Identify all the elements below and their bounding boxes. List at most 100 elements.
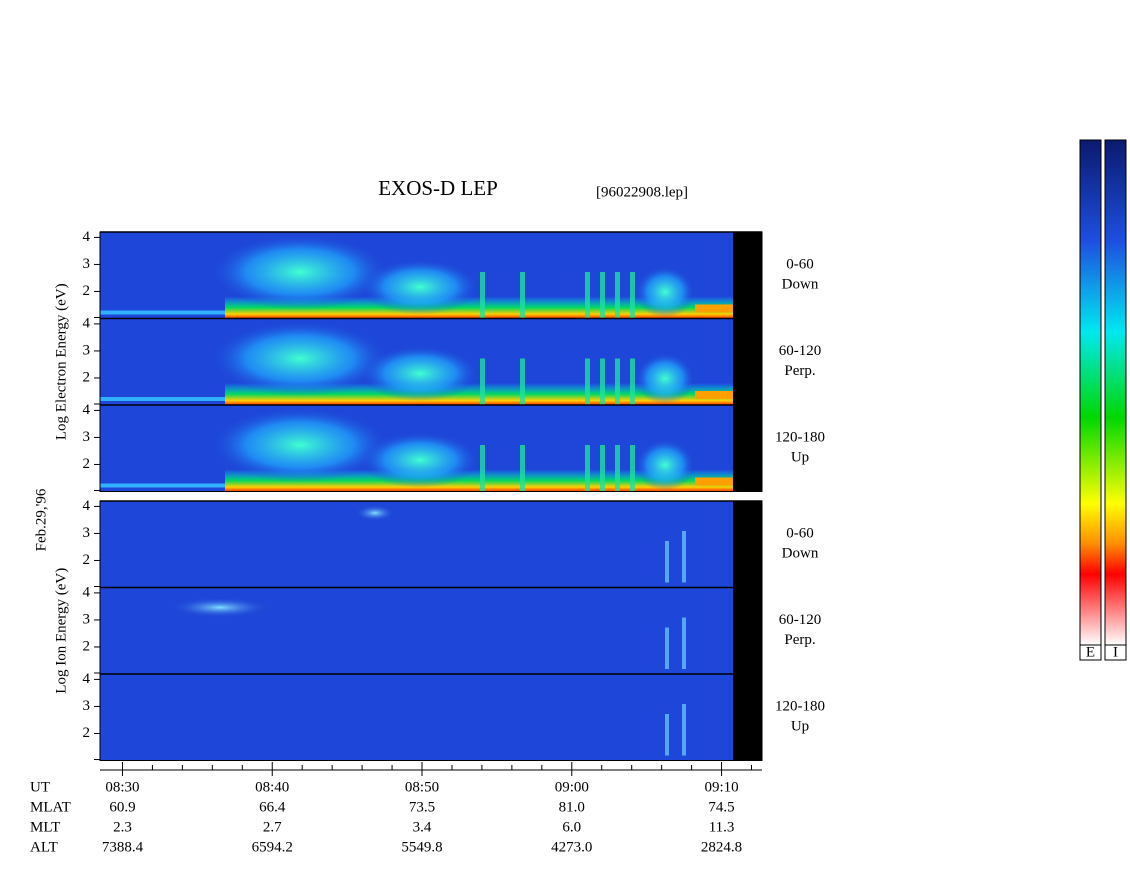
spectrogram-background (100, 674, 733, 761)
burst (600, 445, 605, 492)
channel-angle: 120-180 (775, 429, 825, 445)
channel-angle: 60-120 (779, 612, 822, 628)
orbit-value: 74.5 (708, 799, 734, 815)
burst (520, 445, 525, 492)
orbit-value: 2824.8 (701, 839, 742, 855)
x-tick-label: 08:30 (105, 779, 139, 795)
data-gap (733, 587, 762, 674)
y-tick-label: 4 (83, 671, 91, 687)
y-tick-label: 3 (83, 698, 91, 714)
orbit-value: 7388.4 (102, 839, 144, 855)
low-energy-line (695, 391, 733, 399)
low-energy-line (695, 304, 733, 313)
emission (635, 266, 695, 318)
orbit-row-label: MLT (30, 819, 60, 835)
date-label: Feb.29,'96 (33, 488, 49, 551)
burst (600, 272, 605, 319)
data-gap (733, 405, 762, 492)
burst (682, 617, 686, 669)
y-tick-label: 3 (83, 256, 91, 272)
spectrogram-background (100, 501, 733, 588)
orbit-value: 6594.2 (252, 839, 293, 855)
channel-angle: 120-180 (775, 698, 825, 714)
channel-angle: 0-60 (786, 256, 814, 272)
y-tick-label: 3 (83, 429, 91, 445)
colorbar-label-box (1079, 644, 1102, 661)
orbit-row-label: ALT (30, 839, 58, 855)
data-gap (733, 674, 762, 761)
panel-frame (99, 231, 763, 492)
y-tick-label: 2 (83, 369, 91, 385)
emission (360, 259, 480, 315)
emission (635, 352, 695, 405)
orbit-value: 2.3 (113, 819, 132, 835)
emission (355, 505, 395, 521)
colorbars: E I (1079, 139, 1127, 661)
burst (615, 358, 620, 405)
orbit-value: 4273.0 (551, 839, 592, 855)
orbit-value: 66.4 (259, 799, 286, 815)
channel-direction: Up (791, 718, 809, 734)
data-gap (733, 232, 762, 319)
burst (630, 272, 635, 319)
x-tick-label: 08:40 (255, 779, 289, 795)
y-axis-label: Log Electron Energy (eV) (53, 283, 69, 440)
y-tick-label: 2 (83, 725, 91, 741)
orbit-value: 73.5 (409, 799, 435, 815)
y-tick-label: 4 (83, 229, 91, 245)
chart-title: EXOS-D LEP (378, 176, 498, 200)
orbit-row-label: MLAT (30, 799, 71, 815)
emission (170, 597, 270, 618)
panel-frame (99, 500, 763, 761)
emission (210, 407, 390, 483)
orbit-value: 81.0 (559, 799, 585, 815)
y-tick-label: 3 (83, 611, 91, 627)
low-energy-line (695, 477, 733, 486)
colorbar (1104, 139, 1127, 646)
y-axis-label: Log Ion Energy (eV) (53, 568, 69, 694)
emission (635, 439, 695, 491)
emission (360, 345, 480, 402)
x-tick-label: 08:50 (405, 779, 439, 795)
orbit-value: 11.3 (709, 819, 735, 835)
channel-direction: Down (782, 276, 819, 292)
data-gap (733, 501, 762, 588)
channel-angle: 0-60 (786, 525, 814, 541)
y-tick-label: 2 (83, 283, 91, 299)
burst (682, 704, 686, 756)
channel-angle: 60-120 (779, 343, 822, 359)
emission (360, 432, 480, 488)
low-energy-line (100, 397, 225, 401)
orbit-value: 6.0 (562, 819, 581, 835)
channel-direction: Perp. (784, 632, 815, 648)
burst (585, 445, 590, 492)
burst (480, 445, 485, 492)
channel-direction: Down (782, 545, 819, 561)
colorbar-label: I (1113, 644, 1118, 660)
colorbar (1079, 139, 1102, 646)
y-tick-label: 2 (83, 638, 91, 654)
orbit-value: 5549.8 (401, 839, 442, 855)
burst (600, 358, 605, 405)
x-axis-label: UT (30, 779, 50, 795)
low-energy-line (100, 310, 225, 315)
y-tick-label: 4 (83, 584, 91, 600)
x-tick-label: 09:10 (704, 779, 738, 795)
y-tick-label: 3 (83, 525, 91, 541)
channel-direction: Perp. (784, 363, 815, 379)
colorbar-label: E (1086, 644, 1095, 660)
y-tick-label: 4 (83, 402, 91, 418)
burst (630, 358, 635, 405)
y-tick-label: 2 (83, 552, 91, 568)
y-tick-label: 3 (83, 342, 91, 358)
y-tick-label: 2 (83, 456, 91, 472)
burst (585, 358, 590, 405)
burst (480, 358, 485, 405)
burst (665, 714, 669, 756)
y-tick-label: 4 (83, 498, 91, 514)
burst (630, 445, 635, 492)
burst (520, 272, 525, 319)
burst (615, 445, 620, 492)
burst (665, 627, 669, 669)
